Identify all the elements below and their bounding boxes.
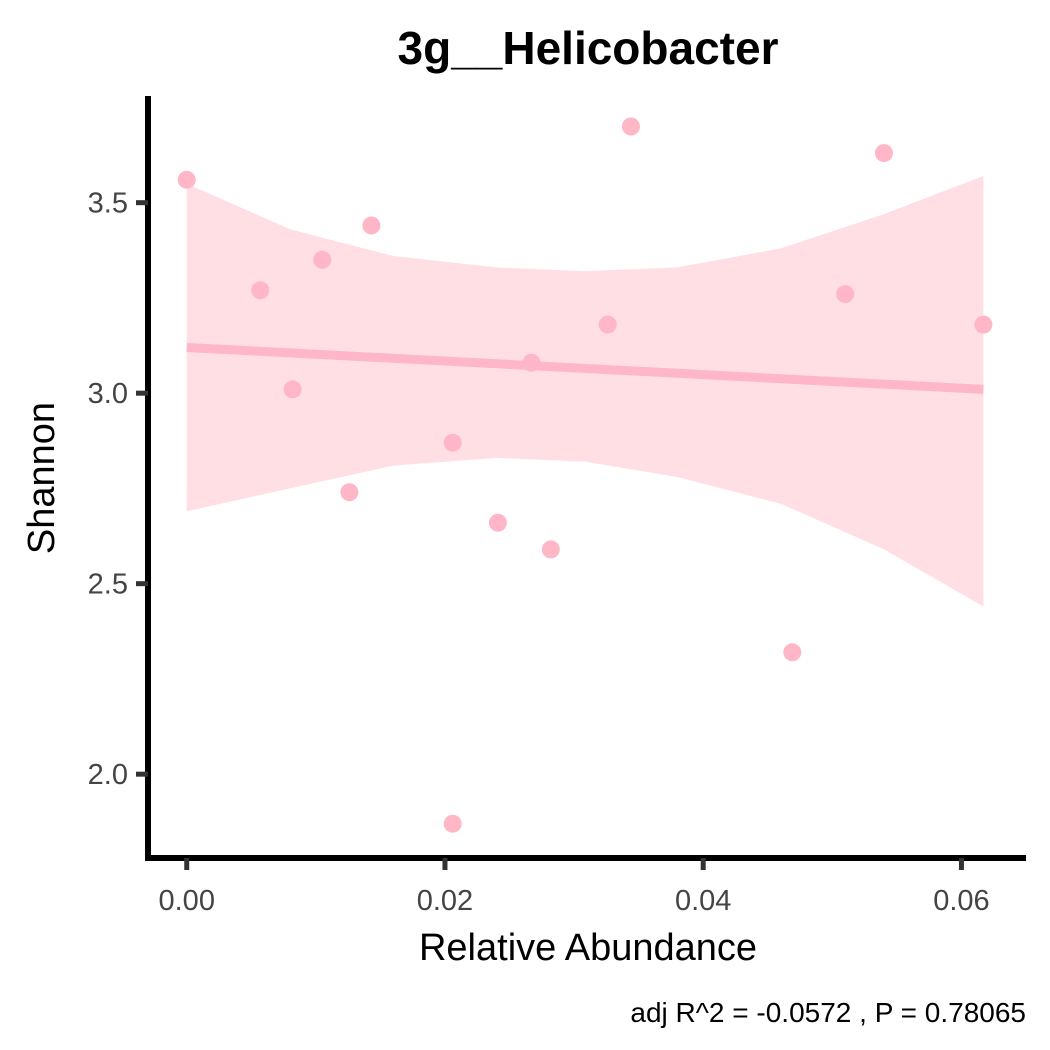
- data-point: [443, 433, 462, 452]
- x-tick-label: 0.06: [933, 885, 989, 917]
- data-point: [541, 540, 560, 559]
- fit-line-group: [186, 342, 984, 394]
- y-tick-label: 3.5: [88, 188, 128, 220]
- data-point: [313, 250, 332, 269]
- data-point: [598, 315, 617, 334]
- confidence-band-area: [186, 176, 984, 607]
- x-tick-label: 0.00: [159, 885, 215, 917]
- regression-line: [186, 342, 984, 394]
- data-point: [522, 353, 541, 372]
- y-tick-label: 2.0: [88, 759, 128, 791]
- data-point: [443, 814, 462, 833]
- x-axis-ticks: 0.00 0.02 0.04 0.06: [159, 858, 990, 917]
- fit-statistics-caption: adj R^2 = -0.0572 , P = 0.78065: [630, 997, 1026, 1028]
- data-point: [875, 144, 893, 163]
- data-point: [621, 117, 640, 136]
- data-point: [488, 513, 507, 532]
- data-point: [362, 216, 381, 235]
- data-point: [974, 315, 993, 334]
- x-tick-label: 0.04: [675, 885, 731, 917]
- y-tick-label: 2.5: [88, 569, 128, 601]
- data-point: [340, 483, 359, 502]
- data-point: [251, 281, 270, 300]
- confidence-band: [186, 176, 984, 607]
- data-point: [836, 285, 855, 304]
- x-axis-label: Relative Abundance: [419, 927, 757, 969]
- data-point: [783, 643, 802, 662]
- data-points: [177, 117, 993, 833]
- y-axis-ticks: 2.0 2.5 3.0 3.5: [88, 188, 148, 791]
- data-point: [283, 380, 302, 399]
- x-tick-label: 0.02: [417, 885, 473, 917]
- data-point: [177, 170, 196, 189]
- chart-title: 3g__Helicobacter: [398, 22, 779, 74]
- y-tick-label: 3.0: [88, 378, 128, 410]
- y-axis-label: Shannon: [21, 402, 63, 554]
